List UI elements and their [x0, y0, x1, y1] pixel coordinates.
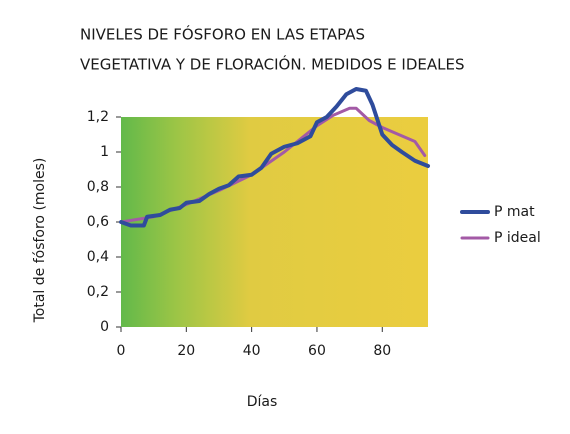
y-tick-label: 0,6: [87, 214, 109, 230]
y-tick-label: 0,8: [87, 179, 109, 195]
x-tick-label: 20: [177, 343, 195, 359]
chart-title: NIVELES DE FÓSFORO EN LAS ETAPAS: [80, 25, 365, 44]
y-tick-label: 1,2: [87, 109, 109, 125]
legend-label: P mat: [494, 204, 535, 220]
y-tick-label: 0: [100, 319, 109, 335]
x-tick-label: 40: [243, 343, 261, 359]
y-tick-label: 1: [100, 144, 109, 160]
y-axis-label: Total de fósforo (moles): [32, 158, 48, 324]
x-tick-label: 0: [117, 343, 126, 359]
chart-title: VEGETATIVA Y DE FLORACIÓN. MEDIDOS E IDE…: [80, 55, 464, 74]
legend-label: P ideal: [494, 230, 541, 246]
y-tick-label: 0,4: [87, 249, 109, 265]
x-tick-label: 80: [373, 343, 391, 359]
x-tick-label: 60: [308, 343, 326, 359]
plot-background: [121, 117, 428, 327]
y-tick-label: 0,2: [87, 284, 109, 300]
x-axis-label: Días: [247, 394, 278, 410]
series-line: [119, 87, 430, 228]
